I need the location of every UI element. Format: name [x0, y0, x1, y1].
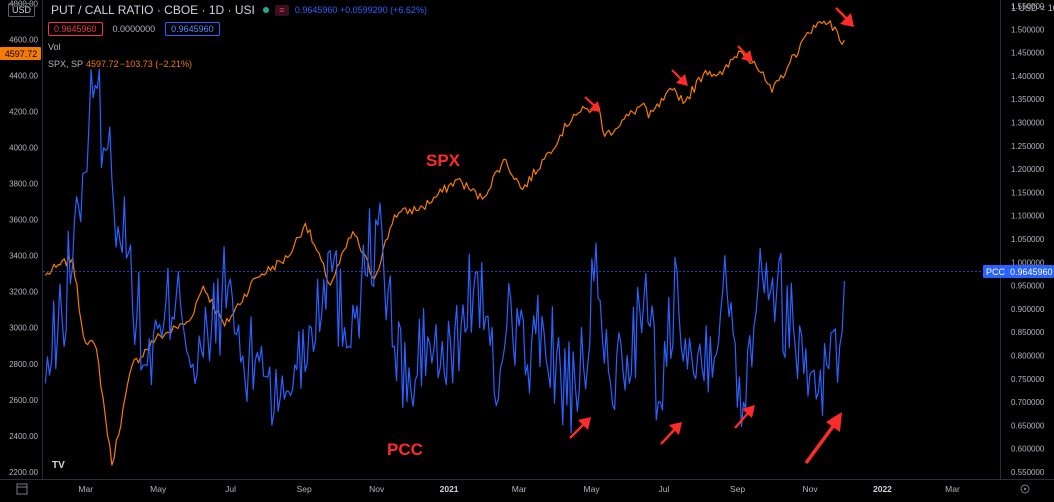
arrow-may-bottom: [569, 417, 591, 439]
right-tick-label: 1.150000: [1011, 188, 1045, 197]
right-tick-label: 1.300000: [1011, 119, 1045, 128]
vol-legend[interactable]: Vol: [48, 42, 61, 52]
right-tick-label: 1.100000: [1011, 212, 1045, 221]
right-tick-label: 1.350000: [1011, 95, 1045, 104]
time-tick-label: 2022: [873, 484, 892, 494]
time-tick-label: Jul: [225, 484, 236, 494]
annotation-arrows: [569, 7, 854, 465]
right-tick-label: 1.450000: [1011, 49, 1045, 58]
spx-last-price-label: 4597.72: [0, 47, 41, 60]
left-tick-label: 4200.00: [9, 108, 38, 117]
settings-icon[interactable]: [1020, 484, 1030, 494]
time-tick-label: Mar: [78, 484, 93, 494]
chart-header: USD PUT / CALL RATIO · CBOE · 1D · USI ≡…: [0, 0, 427, 20]
svg-text:0.9645960: 0.9645960: [1010, 267, 1053, 277]
time-tick-label: Sep: [730, 484, 745, 494]
time-tick-label: Nov: [802, 484, 818, 494]
left-tick-label: 4600.00: [9, 36, 38, 45]
svg-text:4597.72: 4597.72: [5, 49, 38, 59]
right-tick-label: 0.650000: [1011, 421, 1045, 430]
right-axis-corner-label: 1 USD = 10: [1011, 3, 1054, 13]
arrow-nov-bottom: [804, 412, 842, 465]
right-tick-label: 0.950000: [1011, 282, 1045, 291]
right-tick-label: 0.850000: [1011, 328, 1045, 337]
right-tick-label: 1.050000: [1011, 235, 1045, 244]
header-value-text: 0.9645960 +0.0599290 (+6.62%): [294, 5, 427, 15]
tradingview-logo[interactable]: TV: [52, 460, 65, 471]
arrow-jul-bottom: [660, 422, 682, 445]
right-tick-label: 0.750000: [1011, 375, 1045, 384]
buy-price-box[interactable]: 0.9645960: [165, 22, 220, 36]
right-tick-label: 1.400000: [1011, 72, 1045, 81]
left-tick-label: 3600.00: [9, 216, 38, 225]
left-tick-label: 4800.00: [9, 0, 38, 9]
time-tick-label: Jul: [659, 484, 670, 494]
spx-legend-change: −103.73 (−2.21%): [120, 59, 193, 69]
flag-icon[interactable]: ≡: [274, 4, 289, 16]
right-tick-label: 1.550000: [1011, 2, 1045, 11]
calendar-goto-icon[interactable]: [16, 483, 28, 495]
price-box-row: 0.9645960 0.0000000 0.9645960: [48, 22, 220, 36]
left-tick-label: 2600.00: [9, 396, 38, 405]
arrow-nov-top: [835, 7, 854, 27]
spx-legend-value: 4597.72: [86, 59, 119, 69]
arrow-may-top: [584, 96, 600, 112]
right-tick-label: 0.900000: [1011, 305, 1045, 314]
right-tick-label: 0.550000: [1011, 468, 1045, 477]
right-tick-label: 0.800000: [1011, 352, 1045, 361]
left-tick-label: 2200.00: [9, 468, 38, 477]
time-tick-label: May: [584, 484, 601, 494]
pcc-series-line: [44, 68, 846, 434]
time-tick-label: Nov: [369, 484, 385, 494]
spx-annotation-text: SPX: [426, 151, 461, 170]
right-tick-label: 0.700000: [1011, 398, 1045, 407]
left-tick-label: 3000.00: [9, 324, 38, 333]
right-tick-label: 1.250000: [1011, 142, 1045, 151]
left-tick-label: 2800.00: [9, 360, 38, 369]
right-tick-label: 1.000000: [1011, 258, 1045, 267]
arrow-jul-top: [671, 69, 688, 86]
pcc-last-price-label: PCC 0.9645960: [983, 265, 1054, 278]
right-tick-label: 0.600000: [1011, 445, 1045, 454]
spx-legend-symbol[interactable]: SPX, SP: [48, 59, 84, 69]
sell-price-box[interactable]: 0.9645960: [48, 22, 103, 36]
left-tick-label: 2400.00: [9, 432, 38, 441]
left-tick-label: 3800.00: [9, 180, 38, 189]
arrow-sep-bottom: [734, 405, 755, 429]
right-tick-label: 1.200000: [1011, 165, 1045, 174]
svg-text:PCC: PCC: [986, 267, 1006, 277]
left-tick-label: 3400.00: [9, 252, 38, 261]
left-tick-label: 4400.00: [9, 72, 38, 81]
pcc-annotation-text: PCC: [387, 440, 423, 459]
left-axis[interactable]: 4800.00 4600.00 4400.00 4200.00 4000.00 3800.…: [9, 0, 38, 477]
currency-badge[interactable]: USD: [8, 3, 36, 17]
right-axis[interactable]: 1.550000 1.500000 1.450000 1.400000 1.350000…: [1011, 2, 1045, 477]
arrow-sep-top: [737, 45, 753, 62]
market-status-dot: [262, 7, 269, 13]
time-tick-label: 2021: [440, 484, 459, 494]
right-tick-label: 1.500000: [1011, 25, 1045, 34]
time-tick-label: May: [150, 484, 167, 494]
spread-value: 0.0000000: [112, 24, 156, 34]
left-tick-label: 3200.00: [9, 288, 38, 297]
time-tick-label: Mar: [512, 484, 527, 494]
spx-series-line: [44, 20, 845, 466]
left-tick-label: 4000.00: [9, 144, 38, 153]
symbol-title: PUT / CALL RATIO · CBOE · 1D · USI: [51, 3, 255, 17]
time-axis[interactable]: Mar May Jul Sep Nov 2021 Mar May Jul Sep Nov 2022 Ma…: [78, 484, 960, 494]
time-tick-label: Sep: [297, 484, 312, 494]
time-tick-label: Mar: [945, 484, 960, 494]
